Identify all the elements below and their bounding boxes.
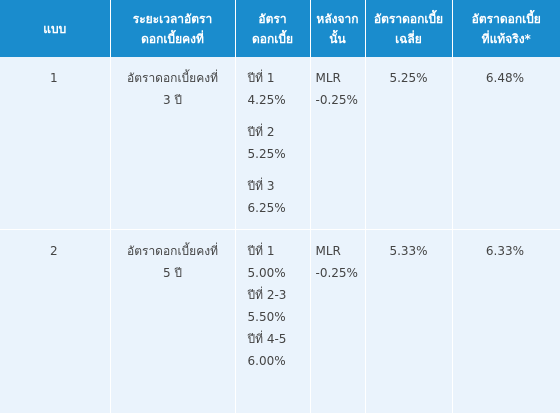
period-line-2: 3 ปี [162,93,183,107]
rate-block: ปีที่ 3 6.25% [248,175,309,219]
header-actual-line-2: ที่แท้จริง* [481,31,531,46]
table-row: 2 อัตราดอกเบี้ยคงที่ 5 ปี ปีที่ 1 5.00% … [0,229,560,414]
period-line-2: 5 ปี [162,265,183,280]
rate-year-label: ปีที่ 1 [247,243,275,258]
period-line-1: อัตราดอกเบี้ยคงที่ [127,71,218,85]
actual-rate-cell: 6.48% [452,57,560,230]
header-after-line-1: หลังจาก [316,11,359,26]
rate-value: 6.25% [247,201,286,215]
after-cell: MLR -0.25% [310,57,366,230]
header-actual: อัตราดอกเบี้ย ที่แท้จริง* [452,0,560,57]
period-cell: อัตราดอกเบี้ยคงที่ 3 ปี [110,57,236,230]
rate-block: ปีที่ 2 5.25% [248,121,309,165]
table-header-row: แบบ ระยะเวลาอัตรา ดอกเบี้ยคงที่ อัตรา ดอ… [0,0,560,57]
average-rate-cell: 5.33% [365,229,453,414]
rate-value: 5.00% [247,265,286,280]
rate-year-label: ปีที่ 2 [247,125,275,139]
rate-year-label: ปีที่ 3 [247,179,275,193]
header-rate: อัตรา ดอกเบี้ย [235,0,311,57]
rate-value: 5.25% [247,147,286,161]
rate-value: 4.25% [247,93,286,107]
header-average-line-2: เฉลี่ย [395,31,422,46]
actual-rate-cell: 6.33% [452,229,560,414]
header-period-line-2: ดอกเบี้ยคงที่ [141,31,204,46]
after-line-2: -0.25% [315,93,358,107]
plan-cell: 1 [0,57,111,230]
rate-year-label: ปีที่ 4-5 [247,331,287,346]
header-after: หลังจาก นั้น [310,0,366,57]
period-cell: อัตราดอกเบี้ยคงที่ 5 ปี [110,229,236,414]
header-period-line-1: ระยะเวลาอัตรา [132,11,213,26]
rate-year-label: ปีที่ 1 [247,71,275,85]
after-cell: MLR -0.25% [310,229,366,414]
header-after-line-2: นั้น [329,31,346,46]
table-row: 1 อัตราดอกเบี้ยคงที่ 3 ปี ปีที่ 1 4.25% … [0,57,560,230]
header-period: ระยะเวลาอัตรา ดอกเบี้ยคงที่ [110,0,236,57]
rates-cell: ปีที่ 1 5.00% ปีที่ 2-3 5.50% ปีที่ 4-5 … [235,229,311,414]
header-rate-line-1: อัตรา [258,11,287,26]
header-actual-line-1: อัตราดอกเบี้ย [471,11,541,26]
header-plan-label: แบบ [43,21,67,36]
header-average: อัตราดอกเบี้ย เฉลี่ย [365,0,453,57]
after-line-1: MLR [315,243,341,258]
plan-cell: 2 [0,229,111,414]
rate-value: 6.00% [247,353,286,368]
rate-block: ปีที่ 1 4.25% [248,67,309,111]
period-line-1: อัตราดอกเบี้ยคงที่ [127,243,218,258]
average-rate-cell: 5.25% [365,57,453,230]
rate-value: 5.50% [247,309,286,324]
rates-cell: ปีที่ 1 4.25% ปีที่ 2 5.25% ปีที่ 3 6.25… [235,57,311,230]
rate-year-label: ปีที่ 2-3 [247,287,287,302]
after-line-1: MLR [315,71,341,85]
header-plan: แบบ [0,0,111,57]
header-rate-line-2: ดอกเบี้ย [251,31,293,46]
header-average-line-1: อัตราดอกเบี้ย [373,11,444,26]
after-line-2: -0.25% [315,265,358,280]
